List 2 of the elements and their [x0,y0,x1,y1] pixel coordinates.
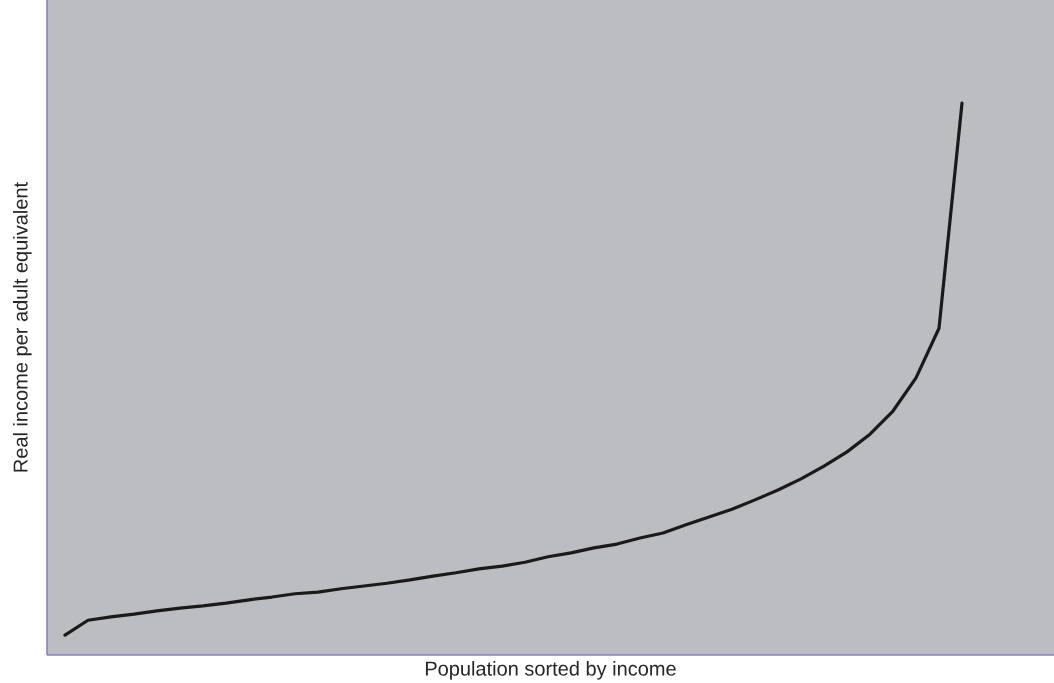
y-axis-title: Real income per adult equivalent [12,182,32,472]
x-axis-title: Population sorted by income [425,661,676,680]
